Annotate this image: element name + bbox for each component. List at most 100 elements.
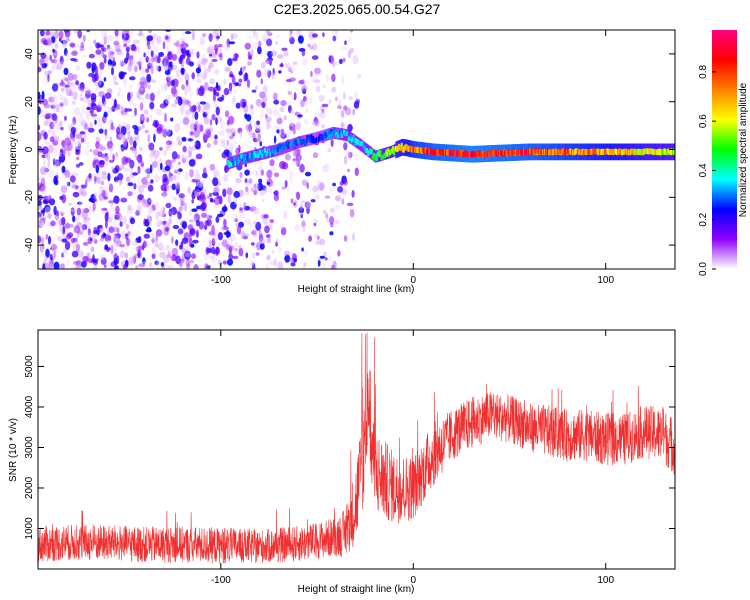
snr-panel: -100 0 100 1000 2000 3000 4000 5000 Height of … <box>8 329 676 595</box>
noise-speckle <box>181 237 189 244</box>
noise-speckle <box>184 84 192 93</box>
noise-speckle <box>108 35 115 41</box>
noise-speckle <box>108 183 114 193</box>
noise-speckle <box>108 200 114 204</box>
noise-speckle <box>209 134 215 141</box>
noise-speckle <box>251 230 257 236</box>
noise-speckle <box>52 48 55 53</box>
noise-speckle <box>55 64 63 71</box>
noise-speckle <box>64 169 71 178</box>
noise-speckle <box>213 170 221 177</box>
noise-speckle <box>202 167 207 175</box>
noise-speckle <box>343 142 348 151</box>
noise-speckle <box>177 140 183 146</box>
noise-speckle <box>50 104 56 109</box>
track-segment <box>328 129 331 135</box>
noise-speckle <box>64 222 71 229</box>
noise-speckle <box>90 103 98 111</box>
noise-speckle <box>151 56 156 62</box>
noise-speckle <box>113 51 116 55</box>
noise-speckle <box>230 34 234 41</box>
noise-speckle <box>179 197 185 202</box>
noise-speckle <box>351 190 355 198</box>
noise-speckle <box>45 261 49 268</box>
noise-speckle <box>138 263 145 268</box>
noise-speckle <box>184 172 189 181</box>
noise-speckle <box>44 70 51 77</box>
noise-speckle <box>270 183 275 187</box>
noise-speckle <box>64 30 71 38</box>
noise-speckle <box>260 185 267 191</box>
noise-speckle <box>322 210 327 214</box>
noise-speckle <box>290 262 296 267</box>
noise-speckle <box>232 95 237 104</box>
noise-speckle <box>115 155 120 161</box>
noise-speckle <box>77 249 84 259</box>
noise-speckle <box>41 237 44 246</box>
noise-speckle <box>147 184 154 192</box>
noise-speckle <box>217 213 224 218</box>
track-segment <box>246 153 249 158</box>
noise-speckle <box>65 52 70 62</box>
noise-speckle <box>62 35 69 45</box>
noise-speckle <box>322 84 326 89</box>
noise-speckle <box>138 85 145 95</box>
noise-speckle <box>186 263 190 269</box>
noise-speckle <box>134 137 138 141</box>
noise-speckle <box>254 31 259 40</box>
noise-speckle <box>300 203 303 212</box>
noise-speckle <box>148 30 153 34</box>
noise-speckle <box>59 61 65 69</box>
noise-speckle <box>78 112 83 118</box>
noise-speckle <box>279 63 284 68</box>
noise-speckle <box>322 262 326 269</box>
snr-plot-area <box>38 332 675 564</box>
noise-speckle <box>193 264 199 269</box>
noise-speckle <box>344 40 347 45</box>
noise-speckle <box>203 115 211 126</box>
noise-speckle <box>244 113 248 119</box>
track-segment <box>400 142 403 149</box>
noise-speckle <box>244 178 248 184</box>
noise-speckle <box>228 144 234 153</box>
track-segment <box>318 136 320 142</box>
noise-speckle <box>141 177 148 185</box>
noise-speckle <box>209 239 212 249</box>
noise-speckle <box>231 75 236 85</box>
noise-speckle <box>214 68 220 75</box>
noise-speckle <box>328 255 332 262</box>
noise-speckle <box>293 92 297 101</box>
noise-speckle <box>165 202 172 209</box>
noise-speckle <box>197 104 201 113</box>
noise-speckle <box>227 231 231 238</box>
noise-speckle <box>207 214 211 222</box>
snr-y-ticks: 1000 2000 3000 4000 5000 <box>24 355 675 540</box>
y-tick-label: 1000 <box>24 517 35 540</box>
noise-speckle <box>286 101 292 106</box>
noise-speckle <box>259 114 263 121</box>
noise-speckle <box>89 149 93 152</box>
noise-speckle <box>98 160 105 168</box>
noise-speckle <box>238 247 244 257</box>
noise-speckle <box>73 58 78 63</box>
track-segment <box>286 141 289 147</box>
noise-speckle <box>96 106 100 113</box>
noise-speckle <box>203 67 209 76</box>
track-segment <box>391 148 394 154</box>
noise-speckle <box>311 74 319 83</box>
noise-speckle <box>40 30 45 37</box>
noise-speckle <box>117 227 120 234</box>
noise-speckle <box>255 128 261 134</box>
noise-speckle <box>38 106 41 115</box>
noise-speckle <box>63 145 71 152</box>
noise-speckle <box>83 123 88 127</box>
noise-speckle <box>149 113 153 121</box>
noise-speckle <box>208 192 213 198</box>
noise-speckle <box>61 212 64 216</box>
noise-speckle <box>138 184 144 194</box>
noise-speckle <box>61 149 66 158</box>
noise-speckle <box>314 79 321 84</box>
noise-speckle <box>70 208 77 213</box>
noise-speckle <box>166 141 170 152</box>
noise-speckle <box>204 220 210 226</box>
